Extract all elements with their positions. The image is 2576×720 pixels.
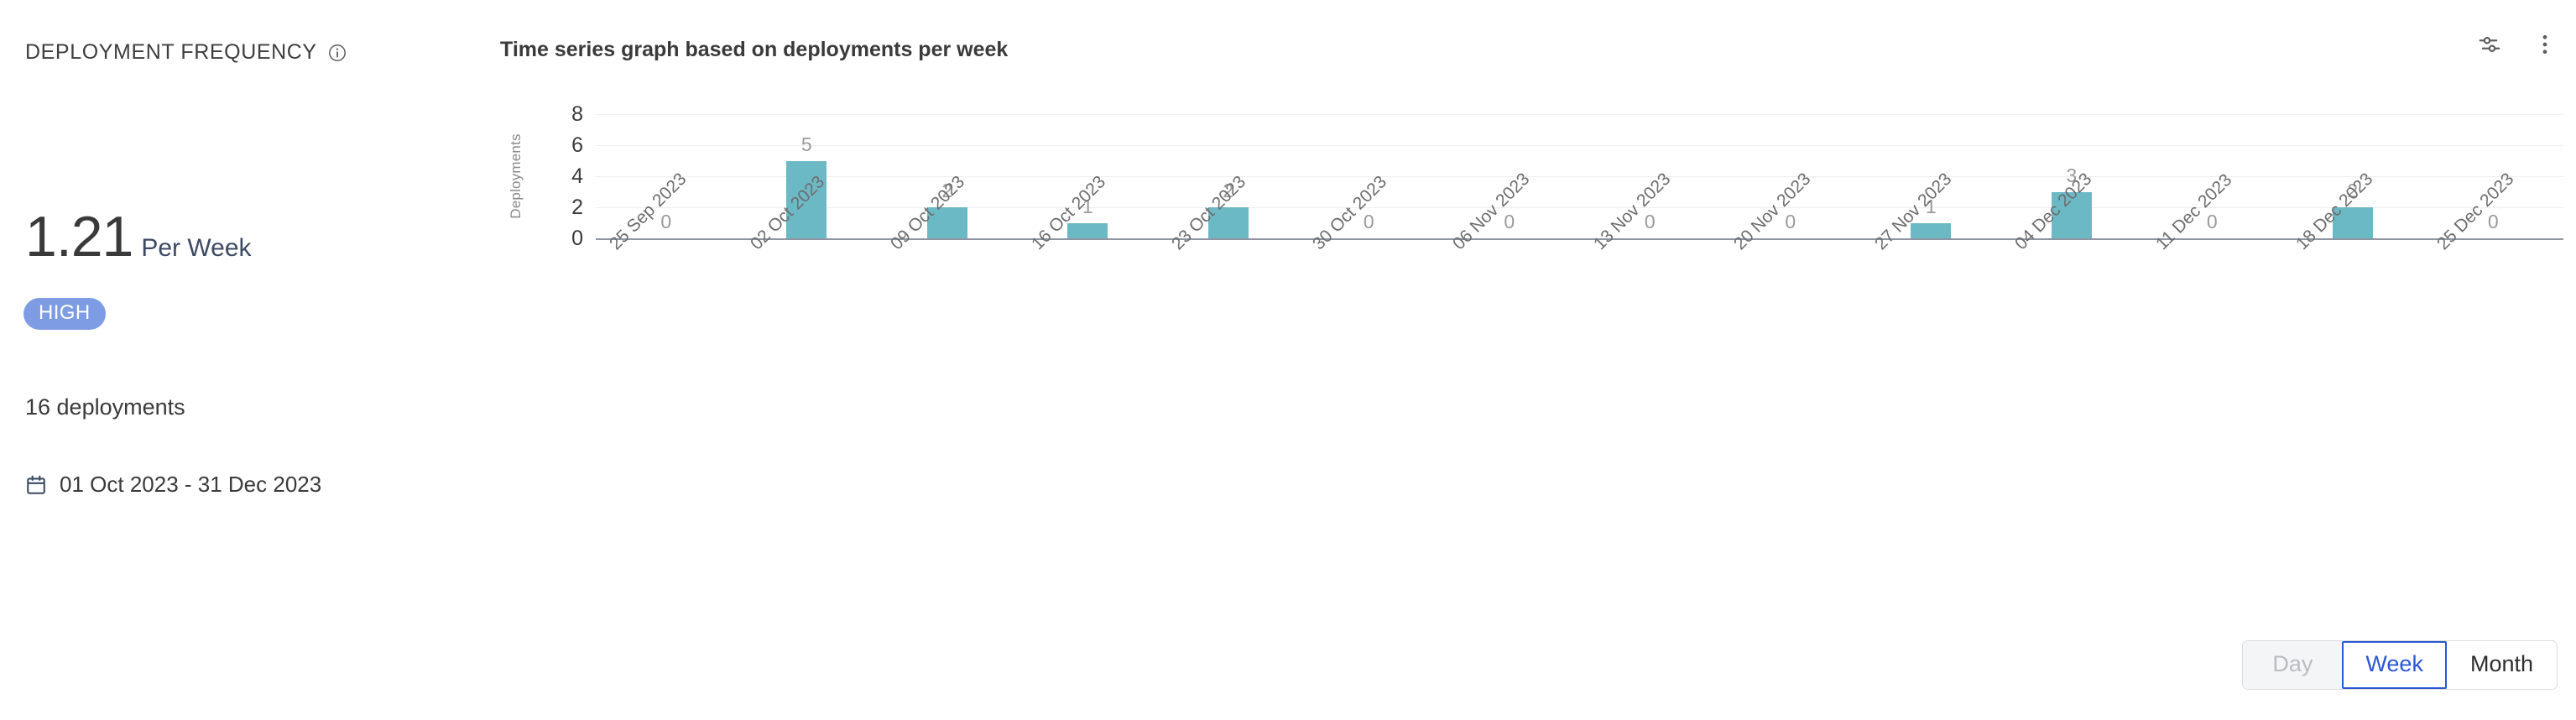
y-axis-label: Deployments — [508, 133, 524, 219]
status-badge: HIGH — [23, 298, 106, 330]
bar-value-label: 2 — [941, 180, 953, 201]
bar-slot[interactable]: 0 — [596, 114, 737, 238]
bar[interactable] — [1911, 222, 1952, 238]
y-tick-label: 4 — [571, 164, 583, 188]
bar-value-label: 1 — [1082, 195, 1093, 217]
gridline — [596, 114, 2563, 115]
calendar-icon — [25, 474, 47, 496]
bar-slot[interactable]: 1 — [1018, 114, 1159, 238]
y-tick-label: 0 — [571, 227, 583, 250]
metric-value-row: 1.21 Per Week — [25, 208, 252, 265]
bar-slot[interactable]: 2 — [877, 114, 1018, 238]
metric-summary-panel: DEPLOYMENT FREQUENCY 1.21 Per Week HIGH … — [0, 0, 470, 720]
chart-title: Time series graph based on deployments p… — [500, 38, 1009, 61]
granularity-toggle[interactable]: Day Week Month — [2242, 640, 2558, 690]
bar[interactable] — [1207, 207, 1249, 238]
gridline — [596, 207, 2563, 208]
bar-slot[interactable]: 0 — [1439, 114, 1580, 238]
bar-value-label: 0 — [1785, 211, 1796, 232]
bar-slot[interactable]: 0 — [1580, 114, 1721, 238]
chart-actions — [2477, 32, 2558, 57]
more-vertical-icon[interactable] — [2532, 32, 2558, 57]
y-tick-label: 8 — [571, 102, 583, 126]
bars-layer: 0 5 2 1 2 0 0 0 0 1 3 0 2 0 — [596, 114, 2563, 238]
deployments-count: 16 deployments — [25, 394, 185, 420]
bar-value-label: 0 — [2487, 211, 2499, 232]
gridline — [596, 176, 2563, 177]
y-tick-label: 6 — [571, 133, 583, 157]
bar-slot[interactable]: 1 — [1861, 114, 2002, 238]
bar[interactable] — [926, 207, 967, 238]
bar-slot[interactable]: 0 — [2142, 114, 2283, 238]
bar-slot[interactable]: 0 — [1299, 114, 1440, 238]
metric-header: DEPLOYMENT FREQUENCY — [25, 40, 347, 65]
bar[interactable] — [786, 160, 827, 238]
bar-value-label: 0 — [660, 211, 672, 232]
x-axis-ticks: 25 Sep 2023 02 Oct 2023 09 Oct 2023 16 Oct … — [596, 170, 2563, 341]
bar-value-label: 0 — [1363, 211, 1374, 232]
granularity-week-button[interactable]: Week — [2342, 641, 2447, 689]
bar-value-label: 0 — [1644, 211, 1656, 232]
granularity-month-button[interactable]: Month — [2446, 641, 2557, 689]
bar[interactable] — [2332, 207, 2373, 238]
date-range-text: 01 Oct 2023 - 31 Dec 2023 — [60, 472, 322, 497]
y-tick-label: 2 — [571, 196, 583, 219]
bar-value-label: 0 — [2206, 211, 2218, 232]
bar-slot[interactable]: 0 — [1720, 114, 1861, 238]
metric-value: 1.21 — [25, 205, 133, 269]
bar-value-label: 0 — [1504, 211, 1515, 232]
chart-panel: Time series graph based on deployments p… — [470, 0, 2576, 720]
bar-slot[interactable]: 3 — [2001, 114, 2142, 238]
bar-value-label: 1 — [1925, 195, 1937, 217]
gridline — [596, 145, 2563, 146]
bar-value-label: 3 — [2066, 164, 2078, 186]
page-title: DEPLOYMENT FREQUENCY — [25, 40, 317, 64]
metric-unit: Per Week — [141, 234, 252, 262]
date-range: 01 Oct 2023 - 31 Dec 2023 — [25, 472, 321, 498]
info-circle-icon[interactable] — [327, 43, 347, 63]
bar[interactable] — [2051, 191, 2092, 238]
axis-baseline — [596, 238, 2563, 240]
settings-sliders-icon[interactable] — [2477, 32, 2502, 57]
bar[interactable] — [1067, 222, 1108, 238]
granularity-day-button: Day — [2243, 641, 2343, 689]
bar-value-label: 5 — [800, 133, 812, 155]
bar-slot[interactable]: 0 — [2423, 114, 2564, 238]
bar-slot[interactable]: 5 — [737, 114, 878, 238]
bar-slot[interactable]: 2 — [1158, 114, 1299, 238]
bar-value-label: 2 — [1223, 180, 1234, 201]
bar-value-label: 2 — [2347, 180, 2359, 201]
bar-slot[interactable]: 2 — [2282, 114, 2423, 238]
